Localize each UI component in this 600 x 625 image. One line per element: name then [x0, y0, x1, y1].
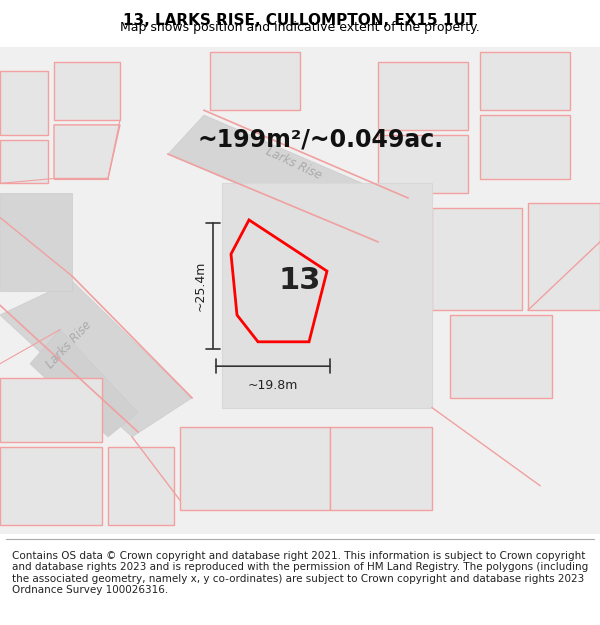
- Text: Larks Rise: Larks Rise: [44, 318, 94, 371]
- Text: 13, LARKS RISE, CULLOMPTON, EX15 1UT: 13, LARKS RISE, CULLOMPTON, EX15 1UT: [124, 13, 476, 28]
- Text: ~19.8m: ~19.8m: [248, 379, 298, 392]
- Polygon shape: [0, 71, 48, 134]
- Polygon shape: [54, 61, 120, 120]
- Polygon shape: [0, 139, 48, 183]
- Polygon shape: [378, 61, 468, 130]
- Polygon shape: [54, 125, 120, 179]
- Polygon shape: [432, 208, 522, 310]
- Polygon shape: [222, 183, 432, 408]
- Polygon shape: [0, 378, 102, 442]
- Polygon shape: [450, 315, 552, 398]
- Polygon shape: [30, 329, 138, 437]
- Text: Larks Rise: Larks Rise: [264, 145, 324, 182]
- Text: Contains OS data © Crown copyright and database right 2021. This information is : Contains OS data © Crown copyright and d…: [12, 551, 588, 596]
- Text: ~199m²/~0.049ac.: ~199m²/~0.049ac.: [198, 127, 444, 151]
- Text: ~25.4m: ~25.4m: [193, 261, 206, 311]
- Polygon shape: [480, 115, 570, 179]
- Text: 13: 13: [279, 266, 321, 296]
- Polygon shape: [0, 193, 72, 291]
- Polygon shape: [180, 427, 330, 510]
- Polygon shape: [330, 427, 432, 510]
- Polygon shape: [480, 52, 570, 110]
- Polygon shape: [0, 447, 102, 524]
- Polygon shape: [528, 203, 600, 310]
- Polygon shape: [168, 115, 408, 242]
- Polygon shape: [108, 447, 174, 524]
- Polygon shape: [210, 52, 300, 110]
- Polygon shape: [0, 281, 192, 437]
- Polygon shape: [378, 134, 468, 193]
- Text: Map shows position and indicative extent of the property.: Map shows position and indicative extent…: [120, 21, 480, 34]
